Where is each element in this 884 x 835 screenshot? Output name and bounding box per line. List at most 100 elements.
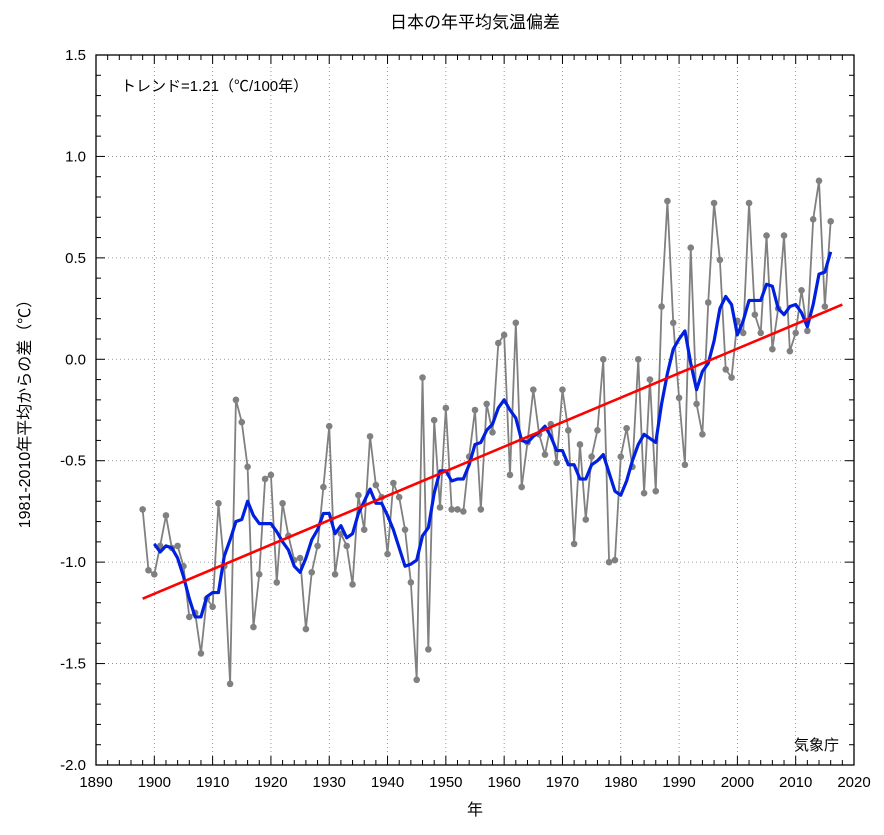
- annual-marker: [443, 405, 450, 412]
- x-tick-label: 1930: [313, 774, 346, 791]
- annual-marker: [513, 319, 520, 326]
- annual-marker: [722, 366, 729, 373]
- credit-annotation: 気象庁: [794, 737, 839, 754]
- annual-marker: [390, 480, 397, 487]
- x-tick-label: 1890: [79, 774, 112, 791]
- annual-marker: [448, 506, 455, 513]
- annual-marker: [699, 431, 706, 438]
- annual-marker: [559, 386, 566, 393]
- annual-marker: [227, 681, 234, 688]
- annual-marker: [454, 506, 461, 513]
- annual-marker: [711, 200, 718, 207]
- y-tick-label: -1.0: [60, 554, 86, 571]
- annual-marker: [769, 346, 776, 353]
- annual-marker: [460, 508, 467, 515]
- annual-marker: [419, 374, 426, 381]
- annual-marker: [163, 512, 170, 519]
- annual-marker: [787, 348, 794, 355]
- annual-marker: [314, 543, 321, 550]
- chart-svg: 1890 1900 1910 1920 1930 1940 1950 1960 1970 1980…: [0, 0, 884, 835]
- x-tick-label: 1990: [662, 774, 695, 791]
- x-tick-label: 1960: [487, 774, 520, 791]
- annual-marker: [384, 551, 391, 558]
- x-tick-label: 1940: [371, 774, 404, 791]
- annual-marker: [343, 543, 350, 550]
- x-tick-label: 1950: [429, 774, 462, 791]
- x-tick-label: 1980: [604, 774, 637, 791]
- annual-marker: [320, 484, 327, 491]
- annual-marker: [495, 340, 502, 347]
- x-tick-label: 2000: [721, 774, 754, 791]
- annual-marker: [215, 500, 222, 507]
- annual-marker: [437, 504, 444, 511]
- annual-marker: [763, 232, 770, 239]
- annual-marker: [647, 376, 654, 383]
- annual-marker: [670, 319, 677, 326]
- annual-marker: [571, 541, 578, 548]
- annual-marker: [308, 569, 315, 576]
- annual-marker: [273, 579, 280, 586]
- annual-marker: [752, 311, 759, 318]
- annual-marker: [518, 484, 525, 491]
- annual-marker: [408, 579, 415, 586]
- x-tick-label: 1910: [196, 774, 229, 791]
- annual-marker: [151, 571, 158, 578]
- annual-marker: [478, 506, 485, 513]
- y-tick-label: 0.5: [65, 250, 86, 267]
- annual-marker: [588, 453, 595, 460]
- annual-marker: [373, 482, 380, 489]
- annual-marker: [332, 571, 339, 578]
- x-tick-label: 2020: [837, 774, 870, 791]
- annual-marker: [174, 543, 181, 550]
- annual-marker: [355, 492, 362, 499]
- annual-marker: [501, 332, 508, 339]
- annual-marker: [279, 500, 286, 507]
- annual-marker: [297, 555, 304, 562]
- annual-marker: [606, 559, 613, 566]
- annual-marker: [326, 423, 333, 430]
- annual-marker: [664, 198, 671, 205]
- y-tick-label: -2.0: [60, 757, 86, 774]
- annual-marker: [396, 494, 403, 501]
- x-tick-label: 1970: [546, 774, 579, 791]
- x-tick-label: 2010: [779, 774, 812, 791]
- annual-marker: [798, 287, 805, 294]
- annual-marker: [577, 441, 584, 448]
- annual-marker: [303, 626, 310, 633]
- annual-marker: [827, 218, 834, 225]
- annual-marker: [658, 303, 665, 310]
- annual-marker: [186, 614, 193, 621]
- annual-marker: [425, 646, 432, 653]
- annual-marker: [757, 330, 764, 337]
- annual-marker: [693, 401, 700, 408]
- annual-marker: [507, 472, 514, 479]
- annual-marker: [623, 425, 630, 432]
- annual-marker: [256, 571, 263, 578]
- annual-marker: [483, 401, 490, 408]
- annual-marker: [728, 374, 735, 381]
- annual-marker: [582, 516, 589, 523]
- chart-container: 1890 1900 1910 1920 1930 1940 1950 1960 1970 1980…: [0, 0, 884, 835]
- annual-marker: [431, 417, 438, 424]
- x-tick-label: 1900: [138, 774, 171, 791]
- annual-marker: [361, 526, 368, 533]
- annual-marker: [746, 200, 753, 207]
- annual-marker: [816, 177, 823, 184]
- annual-marker: [676, 395, 683, 402]
- annual-marker: [139, 506, 146, 513]
- trend-annotation: トレンド=1.21（℃/100年）: [121, 78, 308, 95]
- chart-title: 日本の年平均気温偏差: [390, 13, 560, 32]
- y-tick-label: 1.0: [65, 148, 86, 165]
- annual-marker: [652, 488, 659, 495]
- annual-marker: [600, 356, 607, 363]
- annual-marker: [740, 330, 747, 337]
- annual-marker: [198, 650, 205, 657]
- annual-marker: [472, 407, 479, 414]
- x-tick-label: 1920: [254, 774, 287, 791]
- y-tick-label: -1.5: [60, 656, 86, 673]
- annual-marker: [553, 459, 560, 466]
- annual-marker: [594, 427, 601, 434]
- annual-marker: [250, 624, 257, 631]
- annual-marker: [238, 419, 245, 426]
- annual-marker: [413, 677, 420, 684]
